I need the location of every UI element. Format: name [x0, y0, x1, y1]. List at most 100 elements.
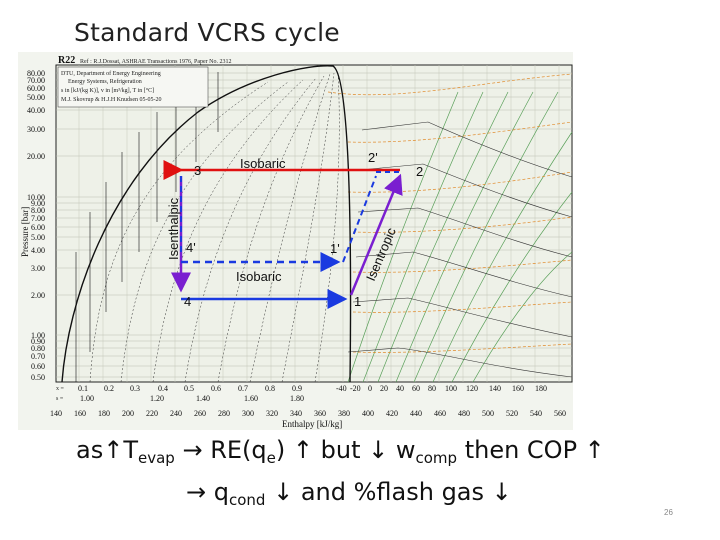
enthalpy-gridlines [78, 65, 560, 382]
y-tick: 40.00 [27, 106, 45, 115]
y-tick: 0.70 [31, 352, 45, 361]
point-2prime: 2' [368, 150, 378, 165]
x-tick: 520 [506, 409, 518, 418]
y-tick: 0.90 [31, 337, 45, 346]
y-tick: 0.60 [31, 362, 45, 371]
y-tick: 3.00 [31, 264, 45, 273]
temp-value: 40 [396, 384, 404, 393]
temp-values: -40 -20 0 20 40 60 80 100 120 140 160 18… [336, 384, 547, 393]
text-w: w [388, 436, 416, 464]
y-tick: 8.00 [31, 206, 45, 215]
arrow-down-icon: ↓ [368, 436, 389, 464]
x-tick: 220 [146, 409, 158, 418]
temp-value: 80 [428, 384, 436, 393]
quality-lines [89, 71, 340, 383]
quality-row-label: x = [56, 386, 65, 392]
quality-values: 0.1 0.2 0.3 0.4 0.5 0.6 0.7 0.8 0.9 [78, 384, 302, 393]
text-as: as [76, 436, 104, 464]
x-tick: 420 [386, 409, 398, 418]
x-tick: 140 [50, 409, 62, 418]
quality-value: 0.4 [158, 384, 168, 393]
y-tick: 6.00 [31, 223, 45, 232]
subscript-evap: evap [138, 449, 175, 467]
subscript-cond: cond [228, 491, 266, 509]
x-tick: 440 [410, 409, 422, 418]
x-tick: 180 [98, 409, 110, 418]
entropy-value: 1.00 [80, 394, 94, 403]
x-tick: 240 [170, 409, 182, 418]
temp-value: 140 [489, 384, 501, 393]
quality-value: 0.3 [130, 384, 140, 393]
text-t: T [123, 436, 138, 464]
y-axis-label: Pressure [bar] [20, 207, 30, 257]
temp-value: -40 [336, 384, 347, 393]
temp-value: 100 [445, 384, 457, 393]
point-2: 2 [416, 164, 423, 179]
point-1: 1 [354, 294, 361, 309]
quality-value: 0.1 [78, 384, 88, 393]
x-tick: 560 [554, 409, 566, 418]
y-tick: 1.00 [31, 331, 45, 340]
x-tick: 300 [242, 409, 254, 418]
y-tick: 5.00 [31, 233, 45, 242]
label-isobaric-top: Isobaric [240, 156, 286, 171]
x-tick: 360 [314, 409, 326, 418]
info-line-1: DTU, Department of Energy Engineering [61, 70, 161, 77]
conclusion-line-1: as↑Tevap → RE(qe) ↑ but ↓ wcomp then COP… [76, 436, 605, 467]
y-tick: 80.00 [27, 69, 45, 78]
arrow-right-icon: → [182, 436, 203, 464]
temp-value: 160 [512, 384, 524, 393]
label-isenthalpic: Isenthalpic [166, 197, 181, 260]
arrow-up-icon: ↑ [292, 436, 313, 464]
text-q: q [206, 478, 229, 506]
subscript-comp: comp [415, 449, 458, 467]
temp-value: 120 [466, 384, 478, 393]
point-4prime: 4' [186, 240, 196, 255]
x-tick: 400 [362, 409, 374, 418]
refrigerant-label: R22 [58, 55, 75, 66]
entropy-value: 1.60 [244, 394, 258, 403]
x-tick: 160 [74, 409, 86, 418]
text-then-cop: then COP [457, 436, 585, 464]
entropy-values: 1.00 1.20 1.40 1.60 1.80 [80, 394, 304, 403]
temp-value: 180 [535, 384, 547, 393]
y-tick: 60.00 [27, 84, 45, 93]
isotherm-lines [347, 121, 573, 378]
plot-area [55, 64, 573, 383]
arrow-up-icon: ↑ [584, 436, 605, 464]
x-tick: 200 [122, 409, 134, 418]
temp-value: 20 [380, 384, 388, 393]
y-tick: 9.00 [31, 199, 45, 208]
pressure-gridlines [56, 72, 572, 378]
y-tick: 30.00 [27, 125, 45, 134]
x-tick: 340 [290, 409, 302, 418]
arrow-right-icon: → [186, 478, 207, 506]
quality-value: 0.9 [292, 384, 302, 393]
text-paren: ) [275, 436, 293, 464]
y-tick: 0.80 [31, 344, 45, 353]
point-4: 4 [184, 294, 191, 309]
quality-value: 0.5 [184, 384, 194, 393]
quality-value: 0.8 [265, 384, 275, 393]
quality-value: 0.2 [104, 384, 114, 393]
saturation-dome [61, 65, 352, 383]
info-line-4: M.J. Skovrup & H.J.H Knudsen 05-05-20 [61, 97, 162, 103]
compression-line [349, 173, 403, 296]
point-1prime: 1' [330, 241, 340, 256]
temp-value: 60 [412, 384, 420, 393]
y-tick: 0.50 [31, 373, 45, 382]
entropy-row-label: s = [56, 396, 64, 402]
text-flash-gas: and %flash gas [293, 478, 492, 506]
x-tick: 500 [482, 409, 494, 418]
reference-label: Ref : R.J.Dossat, ASHRAE Transactions 19… [80, 58, 232, 65]
subscript-e: e [266, 449, 276, 467]
info-line-3: s in [kJ/(kg K)], v in [m³/kg], T in [°C… [61, 87, 154, 94]
y-tick: 20.00 [27, 152, 45, 161]
y-tick: 7.00 [31, 214, 45, 223]
y-tick: 2.00 [31, 291, 45, 300]
arrow-down-icon: ↓ [491, 478, 512, 506]
entropy-value: 1.40 [196, 394, 210, 403]
x-tick-labels: 140 160 180 200 220 240 260 280 300 320 … [50, 409, 566, 418]
x-tick: 380 [338, 409, 350, 418]
